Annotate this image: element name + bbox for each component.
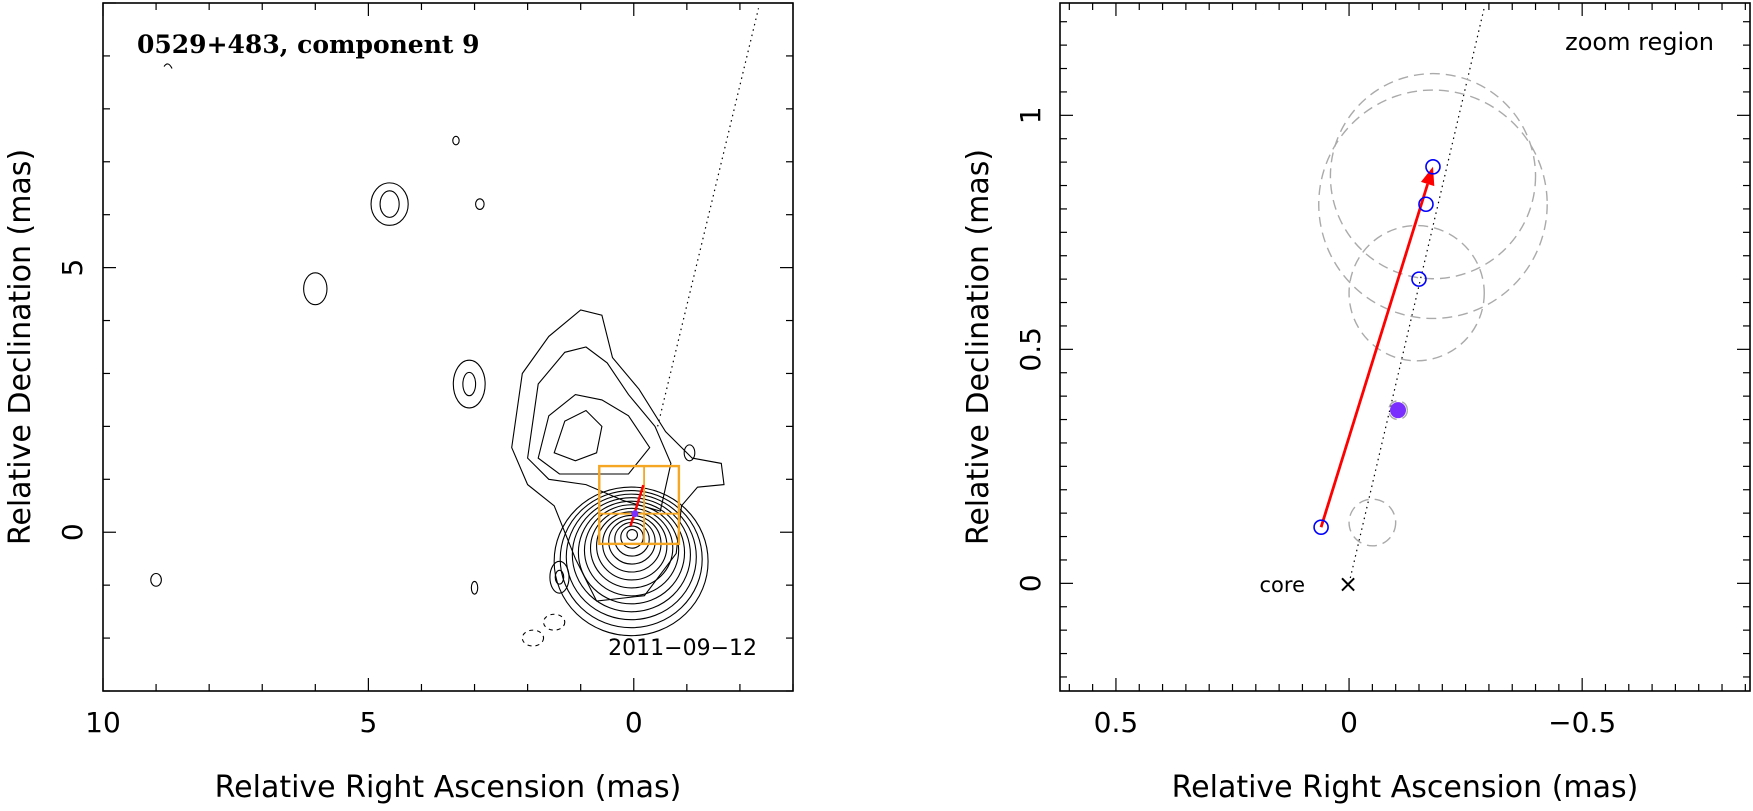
left-panel: 10 5 005 0529+483, component 9 2011−09−12 … [3, 2, 794, 805]
x-tick-label: 0 [1340, 706, 1358, 739]
left-y-axis-label: Relative Declination (mas) [3, 149, 38, 545]
contour-line [470, 580, 479, 595]
contour-line [452, 135, 460, 146]
core-label: core [1260, 573, 1306, 597]
contour-line [577, 500, 686, 605]
contour-line [475, 198, 485, 210]
arrowhead-icon [1420, 166, 1435, 187]
motion-arrow [629, 484, 645, 527]
x-tick-label: 0.5 [1094, 706, 1139, 739]
contour-line [462, 371, 477, 397]
contour-line [554, 569, 565, 585]
motion-vector [1319, 166, 1435, 528]
core-marker: core × [1260, 570, 1359, 598]
right-tick-labels: 0.5 0 −0.5 0 0.5 1 [1014, 106, 1616, 739]
left-epoch-label: 2011−09−12 [608, 636, 757, 661]
left-plot-frame [102, 2, 794, 692]
component-position-point [1411, 271, 1427, 287]
beam-circle [1348, 498, 1397, 547]
beam-circle [1318, 89, 1548, 320]
right-ticks [1060, 3, 1750, 691]
contour-line [559, 490, 703, 629]
contour-line [565, 493, 697, 621]
negative-contour [542, 613, 566, 631]
beam-circle [1348, 224, 1485, 362]
beam-circles [1318, 72, 1548, 547]
component-motion-vector [629, 484, 645, 527]
mean-position-point [1390, 402, 1407, 419]
contour-line [379, 190, 400, 218]
core-cross-icon: × [1338, 570, 1358, 598]
left-ticks [102, 2, 794, 692]
right-plot-frame [1059, 2, 1751, 692]
y-tick-label: 1 [1014, 106, 1047, 124]
jet-direction-dotted [657, 8, 760, 427]
x-tick-label: 0 [625, 706, 643, 739]
contour-line [452, 359, 486, 409]
contour-map [150, 63, 725, 647]
left-tick-labels: 10 5 0 0 5 [56, 259, 643, 739]
contour-line [683, 444, 696, 462]
right-subtitle: zoom region [1565, 28, 1714, 56]
contour-line [527, 346, 672, 512]
y-tick-label: 0.5 [1014, 327, 1047, 372]
contour-line [553, 409, 603, 462]
contour-line [596, 511, 668, 581]
right-y-axis-label: Relative Declination (mas) [961, 149, 996, 545]
zoom-box-outline [598, 464, 681, 546]
motion-arrow-shaft [1319, 183, 1429, 528]
left-title: 0529+483, component 9 [137, 30, 480, 59]
beam-circle [1387, 400, 1409, 421]
left-x-axis-label: Relative Right Ascension (mas) [215, 770, 682, 805]
right-x-axis-label: Relative Right Ascension (mas) [1172, 770, 1639, 805]
mean-position-dot [631, 510, 639, 518]
y-tick-label: 5 [56, 259, 89, 277]
x-tick-label: −0.5 [1548, 706, 1616, 739]
contour-line [150, 572, 162, 587]
y-tick-label: 0 [56, 523, 89, 541]
contour-line [163, 63, 173, 69]
contour-line [537, 394, 651, 475]
x-tick-label: 10 [85, 706, 121, 739]
component-positions [1313, 159, 1441, 535]
component-position-point [1425, 159, 1441, 175]
x-tick-label: 5 [359, 706, 377, 739]
zoom-region-box [598, 464, 681, 546]
contour-line [589, 507, 674, 589]
component-position-point [1418, 196, 1434, 213]
beam-circle [1329, 72, 1537, 280]
right-panel: core × 0.5 0 −0.5 0 0.5 1 zoom region Relativ… [961, 2, 1751, 805]
contour-line [303, 272, 328, 306]
component-position-point [1313, 519, 1329, 535]
contour-line [626, 529, 639, 541]
negative-contour [521, 629, 545, 647]
contour-line [511, 309, 725, 602]
y-tick-label: 0 [1014, 574, 1047, 592]
jet-direction-line [657, 8, 760, 427]
contour-line [370, 182, 409, 226]
contour-line [583, 504, 680, 597]
contour-line [549, 560, 570, 594]
contour-line [571, 497, 691, 613]
contour-line [553, 486, 709, 637]
